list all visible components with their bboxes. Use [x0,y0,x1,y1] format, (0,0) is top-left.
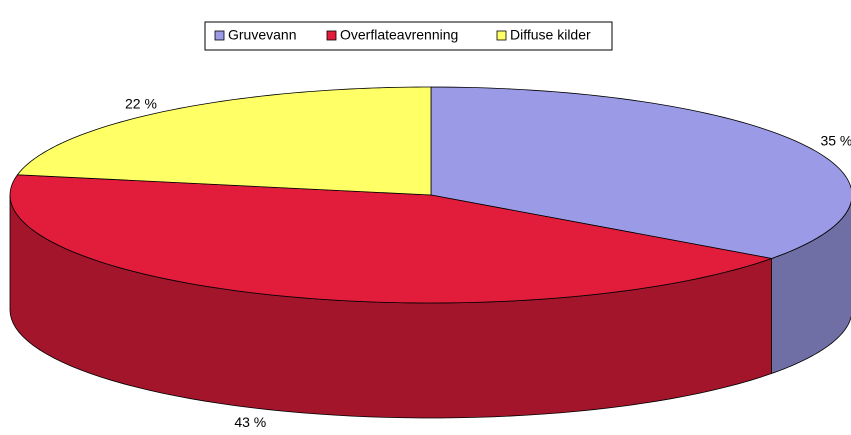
legend-box [204,21,613,51]
data-label: 35 % [820,133,851,149]
slice [9,174,774,304]
legend-label: Diffuse kilder [510,27,591,43]
legend-label: Overflateavrenning [340,27,458,43]
slice [16,86,432,196]
data-label: 43 % [234,414,266,430]
data-label: 22 % [125,96,157,112]
legend-swatch [326,30,337,41]
legend-label: Gruvevann [228,27,296,43]
slice [430,86,851,259]
legend-swatch [214,30,225,41]
legend-swatch [496,30,507,41]
